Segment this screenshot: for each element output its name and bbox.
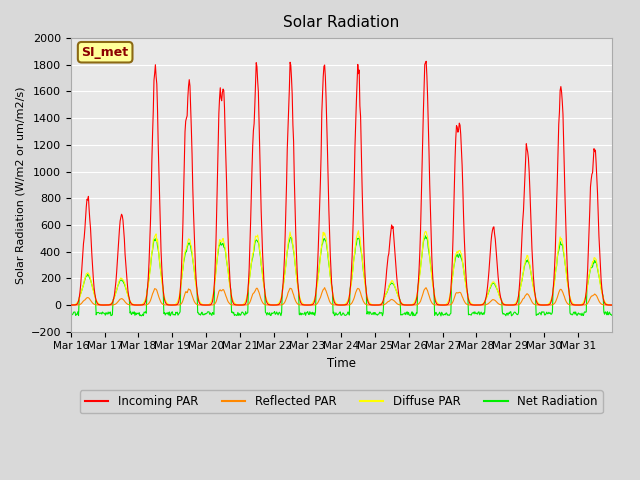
Legend: Incoming PAR, Reflected PAR, Diffuse PAR, Net Radiation: Incoming PAR, Reflected PAR, Diffuse PAR… bbox=[80, 390, 603, 413]
Title: Solar Radiation: Solar Radiation bbox=[283, 15, 399, 30]
Y-axis label: Solar Radiation (W/m2 or um/m2/s): Solar Radiation (W/m2 or um/m2/s) bbox=[15, 86, 25, 284]
Text: SI_met: SI_met bbox=[81, 46, 129, 59]
X-axis label: Time: Time bbox=[326, 357, 356, 370]
